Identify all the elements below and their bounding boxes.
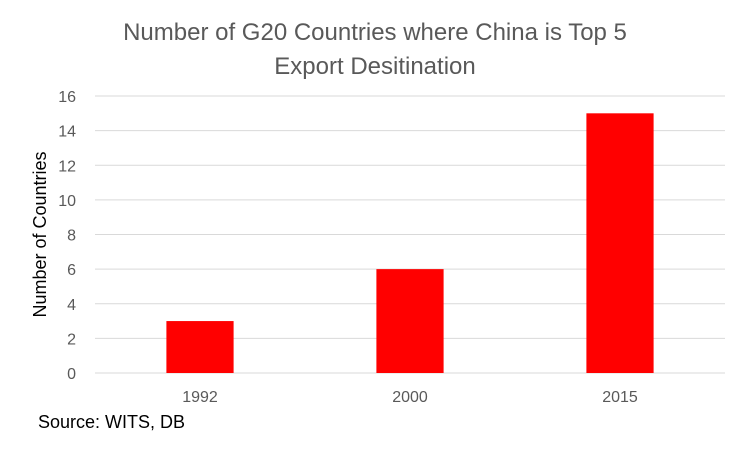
x-tick-labels: 1992 2000 2015: [182, 389, 638, 406]
bars: [166, 113, 654, 373]
chart-title-line-1: Number of G20 Countries where China is T…: [123, 19, 627, 46]
y-tick-label: 0: [67, 366, 76, 383]
y-tick-label: 10: [58, 193, 76, 210]
y-tick-label: 6: [67, 262, 76, 279]
y-tick-label: 4: [67, 297, 76, 314]
bar-2000: [376, 269, 444, 373]
y-tick-label: 2: [67, 331, 76, 348]
y-tick-label: 8: [67, 228, 76, 245]
chart-title: Number of G20 Countries where China is T…: [0, 16, 750, 84]
y-tick-label: 16: [58, 89, 76, 106]
y-axis-label: Number of Countries: [30, 151, 50, 317]
chart-title-line-2: Export Desitination: [274, 53, 476, 80]
y-tick-label: 14: [58, 124, 76, 141]
bar-1992: [166, 321, 234, 373]
y-tick-labels: 0 2 4 6 8 10 12 14 16: [58, 89, 76, 383]
x-tick-label: 2015: [602, 389, 638, 406]
bar-2015: [586, 113, 654, 373]
y-tick-label: 12: [58, 158, 76, 175]
x-tick-label: 2000: [392, 389, 428, 406]
x-tick-label: 1992: [182, 389, 218, 406]
source-note: Source: WITS, DB: [38, 412, 186, 432]
